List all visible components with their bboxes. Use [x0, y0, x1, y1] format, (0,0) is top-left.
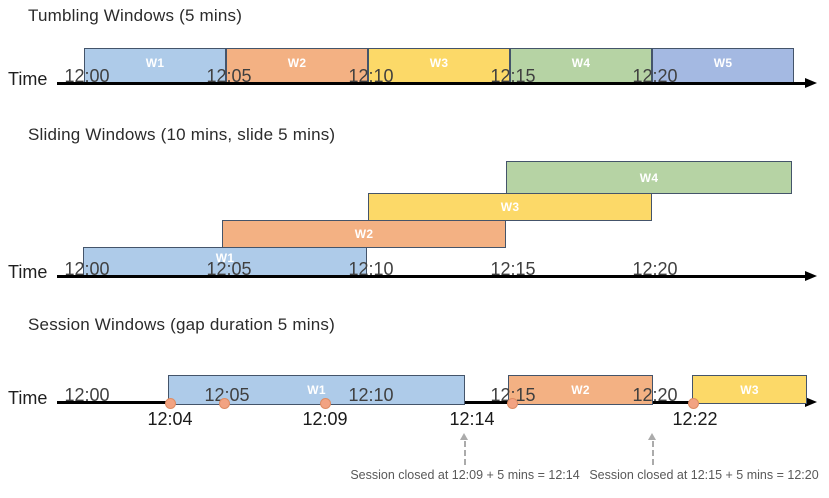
session-axis-tick-label: 12:05	[204, 385, 250, 405]
session-axis-tick-label: 12:15	[490, 385, 536, 405]
event-dot	[687, 398, 699, 409]
tumbling-axis-tick-label: 12:20	[632, 66, 678, 86]
annotation-arrow-line	[652, 441, 654, 465]
window-label: W1	[215, 250, 235, 265]
event-dot	[164, 398, 176, 409]
tumbling-time-axis-arrowhead-icon	[805, 77, 817, 88]
sliding-axis-tick-label: 12:20	[632, 259, 678, 279]
session-axis-tick-label: 12:20	[632, 385, 678, 405]
window-label: W2	[287, 55, 307, 70]
tumbling-time-axis	[57, 82, 806, 85]
window-label: W5	[713, 55, 733, 70]
annotation-text: Session closed at 12:15 + 5 mins = 12:20	[589, 468, 819, 482]
event-time-label: 12:14	[449, 409, 495, 429]
session-time-axis-arrowhead-icon	[805, 396, 817, 407]
event-dot	[319, 398, 331, 409]
sliding-axis-tick-label: 12:05	[206, 259, 252, 279]
window-sliding-w3: W3	[368, 193, 652, 221]
sliding-title: Sliding Windows (10 mins, slide 5 mins)	[28, 125, 336, 144]
window-label: W2	[571, 383, 590, 397]
window-label: W4	[571, 55, 591, 70]
window-session-w1: W1	[168, 375, 465, 405]
window-session-w2: W2	[508, 375, 653, 405]
annotation-arrow-line	[464, 441, 466, 465]
event-dot	[218, 398, 230, 409]
sliding-axis-tick-label: 12:15	[490, 259, 536, 279]
tumbling-axis-tick-label: 12:10	[348, 66, 394, 86]
sliding-axis-tick-label: 12:10	[348, 259, 394, 279]
window-session-w3: W3	[692, 375, 807, 404]
sliding-time-axis	[57, 275, 806, 278]
event-time-label: 12:09	[302, 409, 348, 429]
window-tumbling-w3: W3	[368, 48, 510, 83]
window-sliding-w2: W2	[222, 220, 506, 248]
session-time-label: Time	[8, 388, 48, 408]
event-time-label: 12:04	[147, 409, 193, 429]
window-tumbling-w5: W5	[652, 48, 794, 83]
window-label: W3	[500, 200, 520, 214]
tumbling-axis-tick-label: 12:00	[64, 66, 110, 86]
window-label: W3	[429, 55, 449, 70]
sliding-time-axis-arrowhead-icon	[805, 270, 817, 281]
window-label: W1	[145, 55, 165, 70]
tumbling-title: Tumbling Windows (5 mins)	[28, 6, 243, 25]
tumbling-axis-tick-label: 12:05	[206, 66, 252, 86]
event-dot	[506, 398, 518, 409]
session-title: Session Windows (gap duration 5 mins)	[28, 315, 335, 334]
window-tumbling-w1: W1	[84, 48, 226, 83]
event-time-label: 12:22	[672, 409, 718, 429]
window-label: W3	[740, 382, 759, 397]
annotation-arrow-head-icon	[648, 433, 656, 440]
window-sliding-w4: W4	[506, 161, 792, 194]
window-label: W1	[307, 383, 326, 397]
window-label: W4	[639, 170, 659, 185]
tumbling-axis-tick-label: 12:15	[490, 66, 536, 86]
annotation-text: Session closed at 12:09 + 5 mins = 12:14	[350, 468, 580, 482]
annotation-arrow-head-icon	[460, 433, 468, 440]
sliding-axis-tick-label: 12:00	[64, 259, 110, 279]
session-axis-tick-label: 12:00	[64, 385, 110, 405]
sliding-time-label: Time	[8, 262, 48, 282]
window-tumbling-w4: W4	[510, 48, 652, 83]
session-axis-tick-label: 12:10	[348, 385, 394, 405]
tumbling-time-label: Time	[8, 69, 48, 89]
window-label: W2	[354, 227, 374, 241]
